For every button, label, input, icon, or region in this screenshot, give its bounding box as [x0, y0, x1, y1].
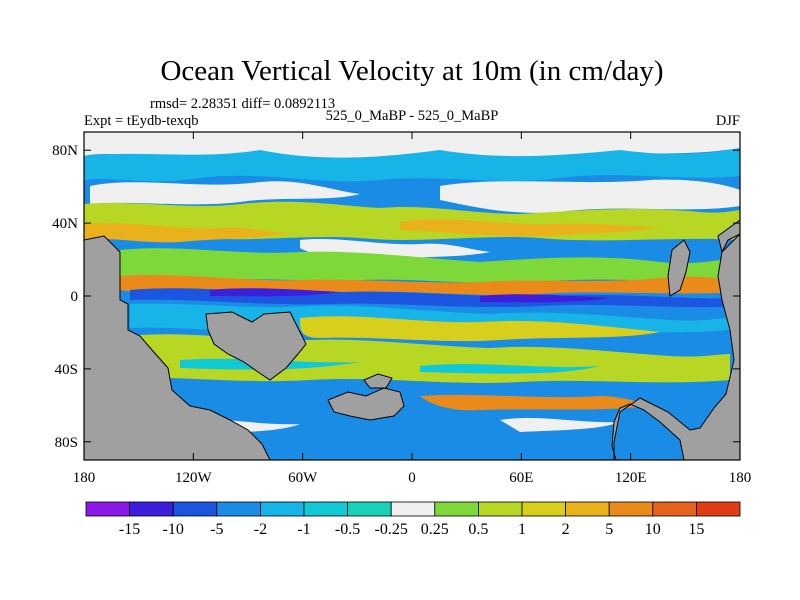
southern-ocean-white — [180, 418, 620, 434]
colorbar-label: 2 — [562, 521, 570, 538]
equatorial-core-purple — [210, 288, 610, 303]
colorbar-swatch — [303, 501, 348, 517]
colorbar-swatch — [434, 501, 479, 517]
southern-ocean-orange — [420, 394, 650, 411]
colorbar-swatch — [565, 501, 610, 517]
x-axis: 180 120W 60W 0 60E 120E 180 — [73, 132, 752, 486]
chart-title: Ocean Vertical Velocity at 10m (in cm/da… — [160, 55, 663, 87]
colorbar-label: -0.25 — [375, 521, 408, 538]
colorbar: -15 -10 -5 -2 -1 -0.5 -0.25 0.25 0.5 1 2 5 10 15 — [85, 501, 741, 538]
subtropical-green-band — [120, 248, 740, 284]
x-tick-label: 0 — [408, 470, 416, 486]
experiment-label: Expt = tEydb-texqb — [84, 113, 199, 129]
colorbar-swatch — [259, 501, 305, 517]
north-orange-band — [84, 219, 660, 243]
land-east-continent — [611, 233, 740, 460]
x-tick-label: 60W — [288, 470, 318, 486]
colorbar-label: 10 — [645, 521, 661, 538]
land-southern-island — [327, 387, 405, 421]
colorbar-swatch — [347, 501, 392, 517]
colorbar-label: 1 — [518, 521, 526, 538]
land-arctic-edge — [717, 219, 740, 254]
colorbar-swatch — [129, 501, 174, 517]
x-tick-label: 180 — [73, 470, 96, 486]
x-tick-label: 60E — [509, 470, 533, 486]
land-central-continent — [205, 311, 307, 381]
x-tick-label: 120E — [615, 470, 647, 486]
land-east-strip — [667, 239, 691, 297]
colorbar-label: -2 — [254, 521, 267, 538]
land-small-island — [363, 373, 393, 389]
colorbar-swatch — [521, 501, 566, 517]
colorbar-label: -0.5 — [335, 521, 360, 538]
colorbar-label: -10 — [163, 521, 184, 538]
x-tick-label: 120W — [175, 470, 213, 486]
colorbar-swatch — [477, 501, 523, 517]
colorbar-label: 5 — [605, 521, 613, 538]
y-tick-label: 80N — [52, 143, 78, 159]
colorbar-swatch — [85, 501, 130, 517]
y-axis: 80N 40N 0 40S 80S — [52, 143, 740, 451]
colorbar-label: 0.5 — [468, 521, 488, 538]
north-white-patches — [90, 179, 740, 213]
colorbar-swatch — [216, 501, 261, 517]
y-tick-label: 80S — [55, 435, 78, 451]
colorbar-label: -1 — [297, 521, 310, 538]
colorbar-swatch — [652, 501, 697, 517]
y-tick-label: 40N — [52, 216, 78, 232]
colorbar-swatch — [608, 501, 654, 517]
y-tick-label: 0 — [71, 289, 79, 305]
colorbar-label: 15 — [688, 521, 704, 538]
colorbar-label: -15 — [119, 521, 140, 538]
colorbar-swatch — [390, 501, 436, 517]
map-field — [84, 132, 740, 460]
colorbar-label: 0.25 — [421, 521, 449, 538]
land-west-continent — [84, 235, 271, 460]
colorbar-label: -5 — [210, 521, 223, 538]
stats-line: rmsd= 2.28351 diff= 0.0892113 — [150, 96, 335, 112]
season-label: DJF — [716, 113, 740, 129]
y-tick-label: 40S — [55, 362, 78, 378]
x-tick-label: 180 — [729, 470, 752, 486]
colorbar-swatch — [172, 501, 218, 517]
comparison-label: 525_0_MaBP - 525_0_MaBP — [326, 108, 499, 124]
south-equatorial-yellow — [300, 316, 660, 342]
colorbar-swatch — [696, 501, 741, 517]
north-cyan-band — [84, 148, 740, 182]
